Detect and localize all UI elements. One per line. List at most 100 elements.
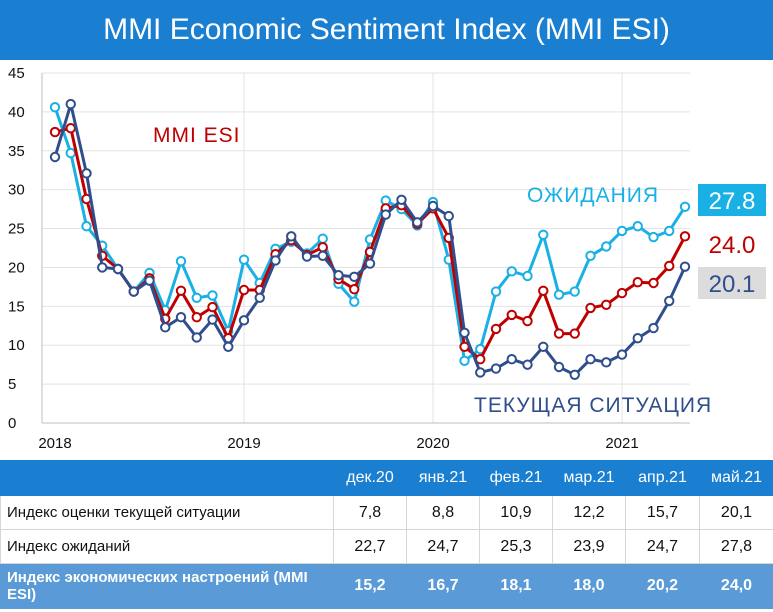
- data-point: [538, 341, 549, 352]
- y-tick-label: 35: [8, 143, 25, 160]
- table-row-esi: Индекс экономических настроений (MMI ESI…: [0, 563, 773, 609]
- table-header-cell: янв.21: [406, 460, 480, 496]
- x-tick-label: 2021: [605, 435, 638, 452]
- data-point: [553, 328, 565, 339]
- table-cell: 7,8: [333, 495, 407, 530]
- data-point: [112, 263, 124, 275]
- data-point: [616, 287, 628, 299]
- table-cell: 8,8: [406, 495, 480, 530]
- y-tick-label: 40: [8, 104, 25, 121]
- data-point: [238, 284, 250, 296]
- data-point: [475, 367, 486, 378]
- data-point: [207, 314, 218, 325]
- data-point: [175, 312, 187, 323]
- y-tick-label: 10: [8, 337, 25, 354]
- end-value-label: 27.8: [709, 188, 756, 215]
- data-point: [97, 262, 108, 273]
- data-point: [522, 359, 533, 370]
- data-point: [664, 295, 675, 307]
- data-point: [506, 354, 517, 365]
- data-point: [65, 123, 76, 134]
- data-point: [601, 357, 612, 368]
- data-point: [223, 341, 234, 352]
- data-point: [160, 322, 171, 333]
- data-point: [490, 323, 502, 335]
- series-name-label: MMI ESI: [153, 124, 241, 147]
- data-point: [569, 286, 580, 297]
- data-point: [301, 251, 313, 262]
- chart-title: MMI Economic Sentiment Index (MMI ESI): [0, 0, 773, 60]
- series-line: [53, 106, 687, 363]
- table-header-cell: дек.20: [333, 460, 407, 496]
- data-point: [254, 292, 265, 303]
- y-tick-label: 20: [8, 259, 25, 276]
- data-point: [49, 151, 61, 163]
- table-header-cell: фев.21: [479, 460, 553, 496]
- gridlines: [42, 72, 690, 424]
- table-cell: 20,2: [625, 563, 700, 609]
- data-point: [632, 333, 643, 344]
- data-point: [238, 315, 250, 326]
- table-cell: 22,7: [333, 529, 407, 564]
- table-cell: 16,7: [406, 563, 480, 609]
- data-point: [616, 349, 628, 360]
- x-tick-label: 2018: [38, 435, 71, 452]
- data-point: [175, 285, 187, 296]
- end-value-label: 24.0: [709, 232, 756, 259]
- y-tick-label: 30: [8, 182, 25, 199]
- series-name-label: ТЕКУЩАЯ СИТУАЦИЯ: [474, 394, 712, 417]
- data-point: [396, 194, 407, 205]
- data-point: [538, 285, 549, 296]
- data-point: [49, 126, 61, 138]
- series-lines: [49, 98, 691, 380]
- data-point: [207, 290, 218, 301]
- data-point: [191, 312, 202, 323]
- data-point: [380, 209, 391, 220]
- table-header-cell: мар.21: [552, 460, 626, 496]
- table-cell: 24,0: [699, 563, 773, 609]
- summary-table: дек.20 янв.21 фев.21 мар.21 апр.21 май.2…: [0, 460, 773, 609]
- data-point: [664, 225, 675, 237]
- data-point: [585, 250, 596, 261]
- data-point: [128, 286, 139, 297]
- data-point: [632, 221, 643, 232]
- data-point: [65, 98, 76, 110]
- data-point: [522, 315, 533, 327]
- axes: 0 5 10 15 20 25 30 35 40 45 2018 2019 2020 2021: [8, 65, 690, 452]
- data-point: [317, 242, 328, 253]
- y-tick-label: 0: [8, 415, 16, 432]
- table-cell: 18,0: [552, 563, 626, 609]
- table-cell: 18,1: [479, 563, 553, 609]
- data-point: [585, 354, 596, 365]
- data-point: [238, 254, 250, 265]
- data-point: [81, 221, 92, 232]
- table-cell: 24,7: [625, 529, 700, 564]
- data-point: [333, 270, 344, 281]
- data-point: [349, 284, 360, 295]
- table-cell: 10,9: [479, 495, 553, 530]
- data-point: [286, 231, 297, 242]
- end-value-label: 20.1: [709, 271, 756, 298]
- data-point: [522, 270, 533, 282]
- series-2: [49, 98, 691, 380]
- data-point: [349, 271, 360, 282]
- data-point: [65, 147, 76, 159]
- data-point: [506, 309, 517, 321]
- data-point: [632, 277, 643, 288]
- data-point: [569, 328, 580, 339]
- end-value-box: [698, 228, 766, 260]
- data-point: [270, 255, 281, 266]
- data-point: [585, 302, 596, 314]
- data-point: [459, 355, 470, 366]
- data-point: [490, 363, 502, 374]
- x-tick-label: 2020: [416, 435, 449, 452]
- data-point: [317, 233, 328, 244]
- data-point: [191, 332, 202, 343]
- y-tick-label: 25: [8, 221, 25, 238]
- data-point: [81, 168, 92, 179]
- x-tick-label: 2019: [227, 435, 260, 452]
- data-point: [412, 217, 423, 228]
- data-point: [175, 256, 187, 267]
- table-header-row: дек.20 янв.21 фев.21 мар.21 апр.21 май.2…: [0, 460, 773, 496]
- table-header-cell: май.21: [699, 460, 773, 496]
